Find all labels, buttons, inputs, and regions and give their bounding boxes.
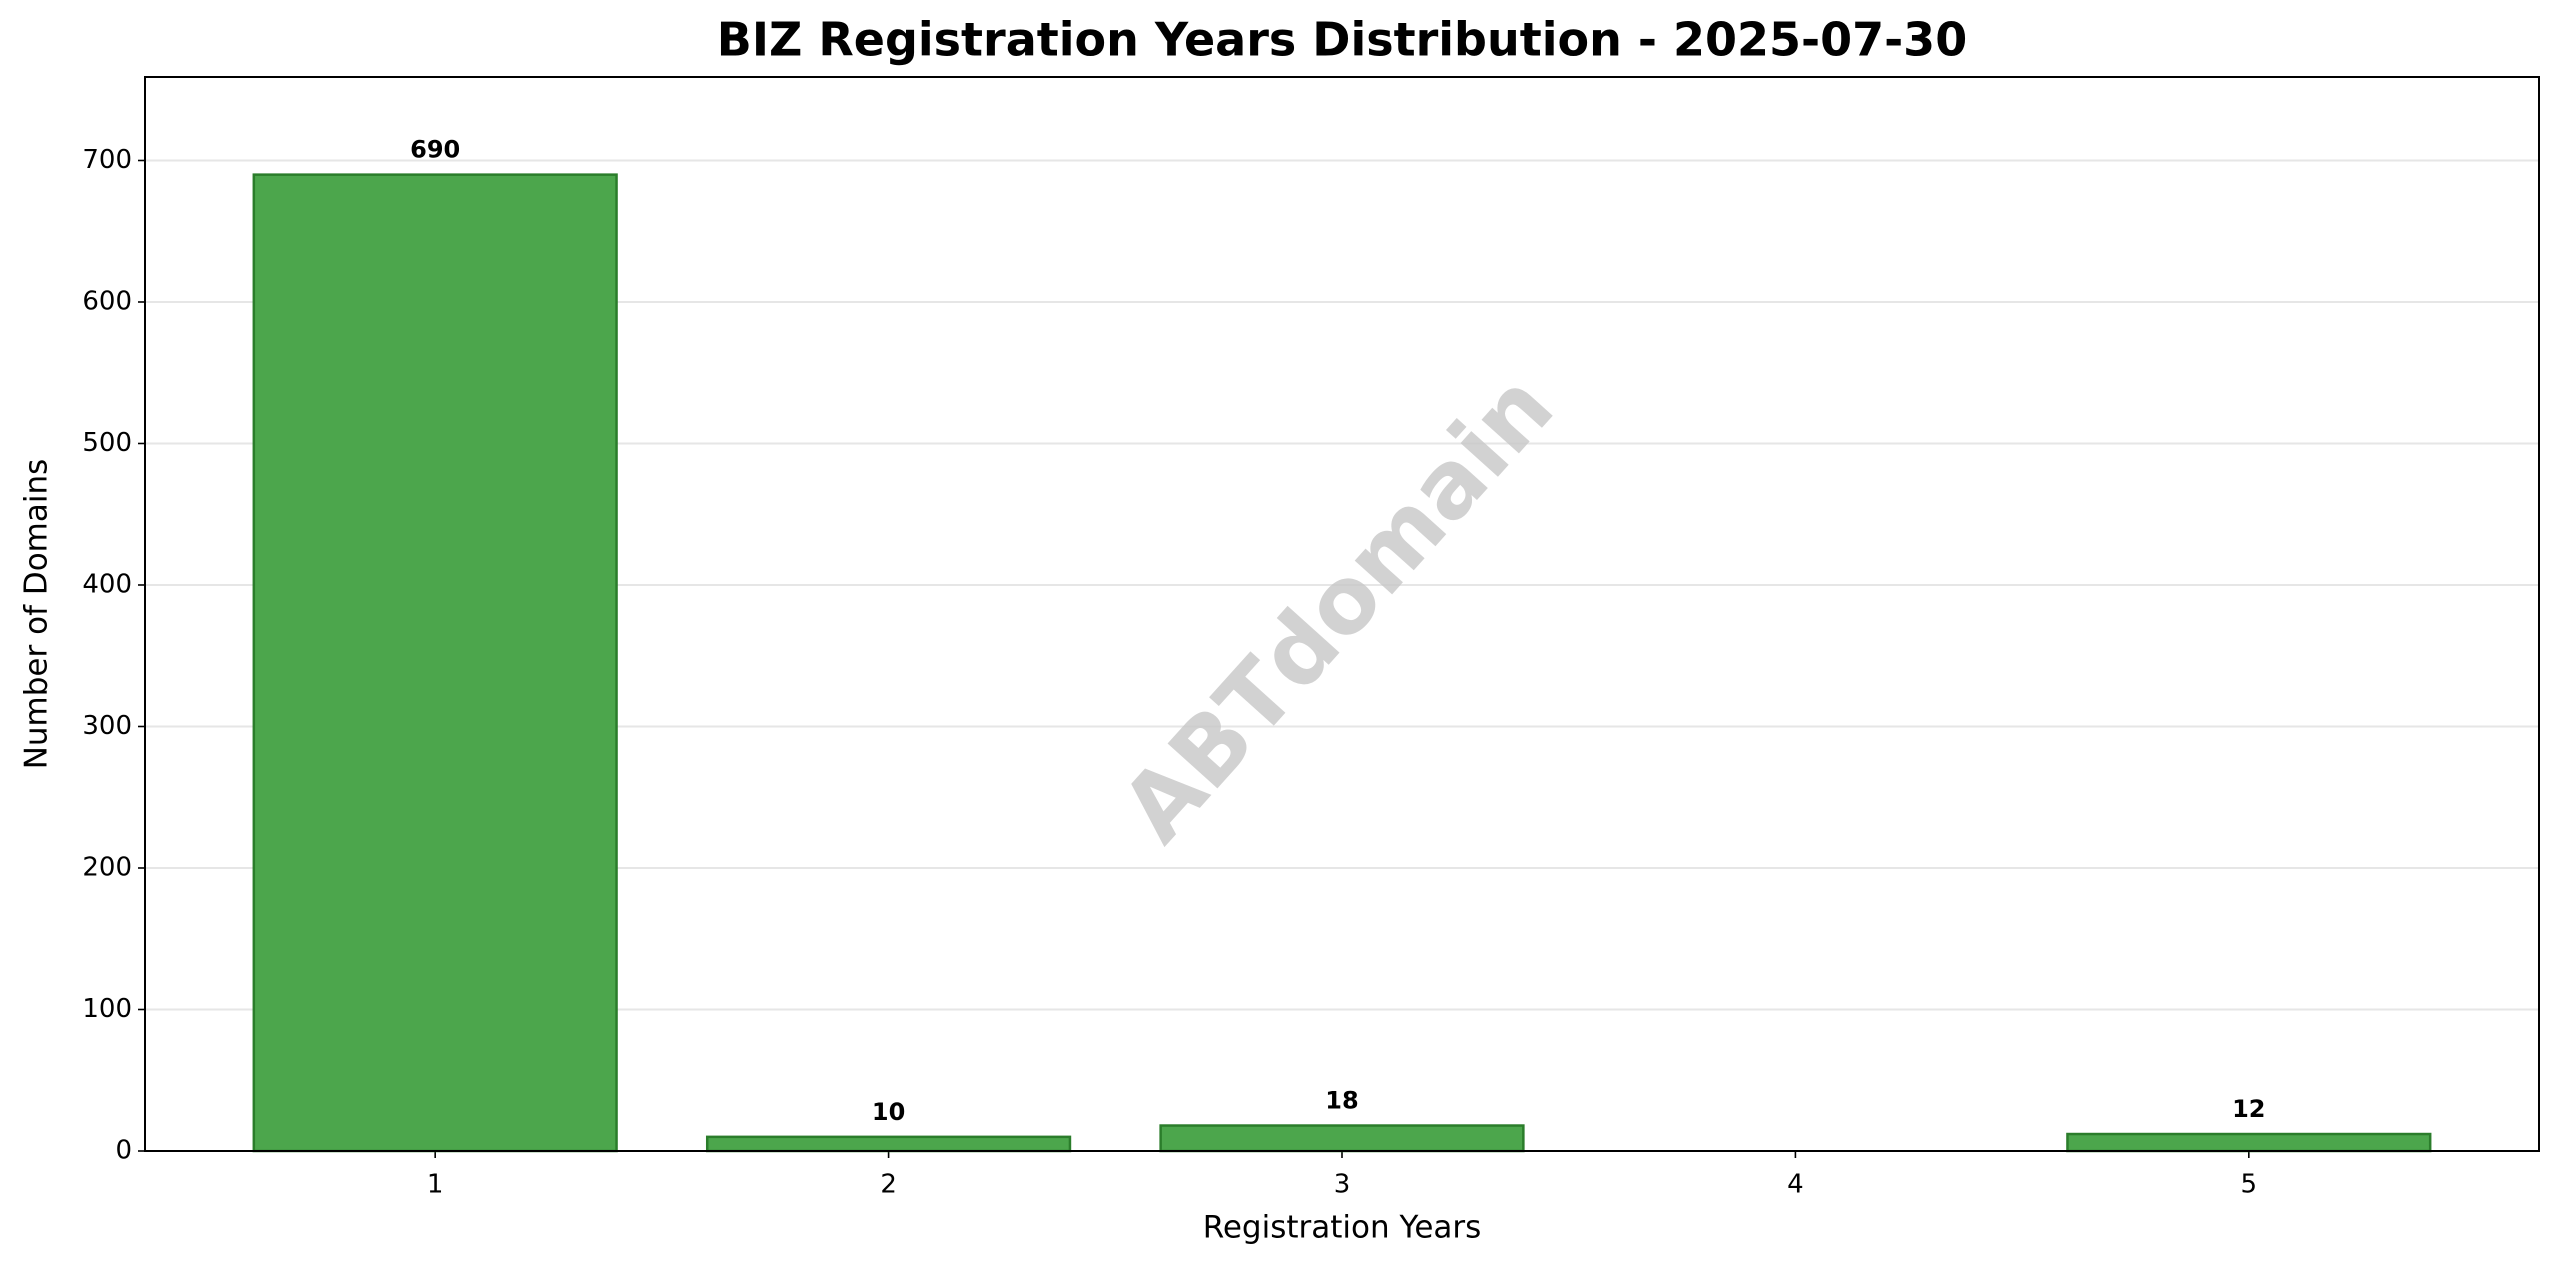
value-label: 12 [2232, 1095, 2265, 1123]
value-label: 10 [872, 1098, 905, 1126]
y-tick-label: 600 [82, 286, 132, 316]
x-axis-label: Registration Years [1203, 1210, 1482, 1246]
y-tick-label: 100 [82, 994, 132, 1024]
y-tick-label: 400 [82, 569, 132, 599]
bar [252, 173, 618, 1153]
x-tick-label: 2 [880, 1170, 897, 1200]
y-tick-label: 700 [82, 145, 132, 175]
x-tick-label: 1 [427, 1170, 444, 1200]
plot-frame [144, 76, 2540, 1152]
chart-title: BIZ Registration Years Distribution - 20… [717, 13, 1967, 67]
value-label: 18 [1325, 1087, 1358, 1115]
value-label: 690 [410, 136, 460, 164]
bar [1159, 1124, 1525, 1153]
x-tick-label: 5 [2241, 1170, 2258, 1200]
bar [705, 1135, 1072, 1153]
y-tick-label: 200 [82, 852, 132, 882]
watermark: ABTdomain [1101, 354, 1574, 863]
y-axis-label: Number of Domains [19, 459, 55, 770]
y-tick-label: 300 [82, 711, 132, 741]
y-tick-label: 500 [82, 428, 132, 458]
bar [2066, 1132, 2432, 1153]
x-tick-label: 4 [1787, 1170, 1804, 1200]
y-tick-label: 0 [115, 1136, 132, 1166]
x-tick-label: 3 [1334, 1170, 1351, 1200]
